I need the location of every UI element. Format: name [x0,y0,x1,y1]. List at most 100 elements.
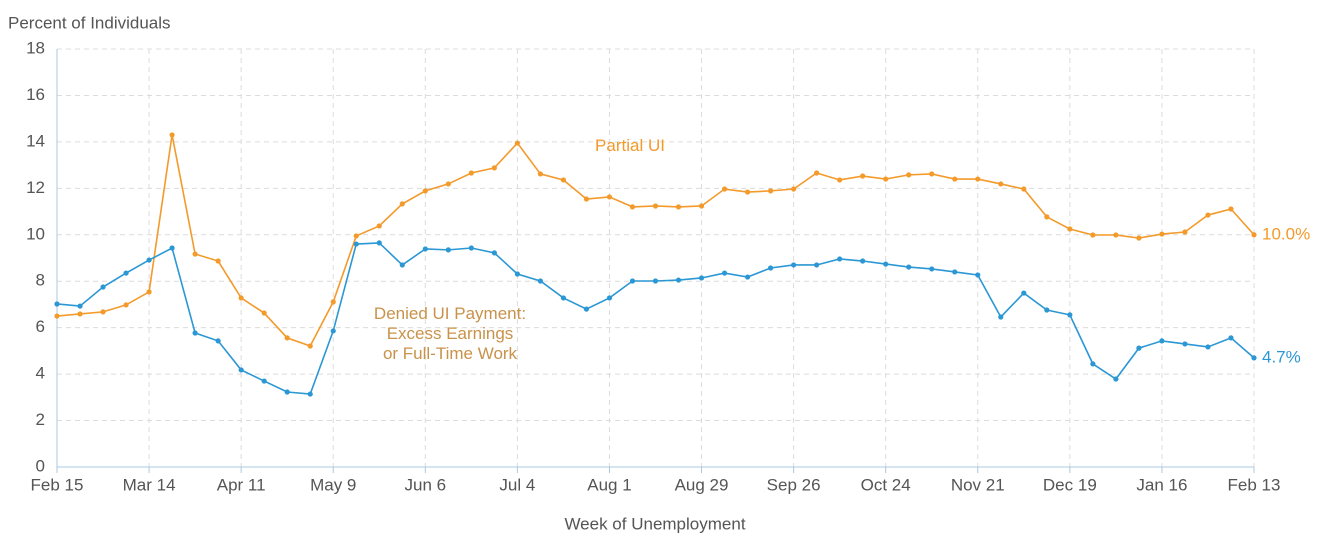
point [929,266,935,272]
point [583,196,590,202]
x-tick-label: Dec 19 [1043,475,1097,494]
point [514,140,520,146]
point [721,270,728,276]
x-tick-label: Jun 6 [405,475,447,494]
point [814,262,820,268]
x-tick-label: Jul 4 [499,475,535,494]
point [698,275,705,281]
point [261,378,267,384]
point [906,264,912,270]
point [1228,206,1234,212]
point [744,189,751,195]
x-tick-label: Aug 29 [675,475,729,494]
x-tick-label: Sep 26 [767,475,821,494]
point [146,289,152,295]
point [330,299,336,305]
point [1090,232,1096,238]
point [537,278,544,284]
point [1205,344,1211,350]
point [675,204,682,210]
point [284,389,290,395]
point [169,132,175,138]
point [54,301,60,307]
data-label: 4.7% [1262,347,1301,366]
point [399,262,405,268]
point [192,330,198,336]
point [146,257,152,263]
point [1044,307,1050,313]
x-axis-label: Week of Unemployment [564,514,745,533]
data-label: 10.0% [1262,224,1310,243]
point [744,274,751,280]
x-tick-label: Aug 1 [587,475,631,494]
point [1182,229,1188,235]
point [1159,231,1165,237]
point [791,186,797,192]
point [814,170,820,176]
point [652,203,659,209]
y-tick-label: 2 [36,410,45,429]
point [123,270,129,276]
point [100,309,106,315]
point [860,173,866,179]
series-line [56,242,1255,395]
x-tick-label: Mar 14 [123,475,176,494]
y-tick-label: 14 [26,131,45,150]
x-tick-label: May 9 [310,475,356,494]
point [1159,338,1165,344]
y-tick-label: 12 [26,178,45,197]
point [1251,232,1257,238]
point [468,245,474,251]
point [1205,212,1211,218]
point [399,201,405,207]
y-tick-label: 4 [36,364,45,383]
y-tick-label: 16 [26,85,45,104]
point [491,250,497,256]
point [514,271,520,277]
point [238,367,244,373]
y-tick-label: 10 [26,224,45,243]
point [1182,341,1188,347]
point [606,295,613,301]
point [929,171,935,177]
x-tick-label: Apr 11 [217,475,266,494]
point [215,258,221,264]
point [100,284,106,290]
y-axis-label: Percent of Individuals [8,13,171,32]
series-label: Partial UI [595,136,665,155]
point [906,172,912,178]
point [54,313,60,319]
point [952,269,958,275]
point [445,181,451,187]
point [1090,361,1096,367]
point [975,176,981,182]
point [629,204,636,210]
point [698,203,705,209]
point [837,177,843,183]
point [883,261,889,267]
point [652,278,659,284]
point [1251,355,1257,361]
point [998,314,1004,320]
point [376,223,382,229]
x-tick-label: Oct 24 [861,475,911,494]
point [1067,312,1073,318]
point [330,328,336,334]
point [123,302,129,308]
point [1021,186,1027,192]
point [422,246,428,252]
point [353,233,359,239]
point [77,303,83,309]
point [791,262,797,268]
point [77,311,83,317]
point [307,343,313,349]
point [1113,232,1119,238]
point [215,338,221,344]
point [560,295,567,301]
point [1113,376,1119,382]
point [606,194,613,200]
point [883,176,889,182]
point [721,186,728,192]
point [1044,214,1050,220]
